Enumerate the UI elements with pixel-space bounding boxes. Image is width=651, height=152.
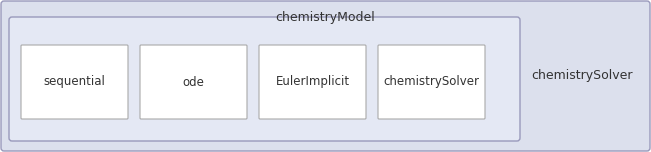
FancyBboxPatch shape [21,45,128,119]
FancyBboxPatch shape [9,17,520,141]
Text: chemistryModel: chemistryModel [275,10,375,24]
FancyBboxPatch shape [259,45,366,119]
Text: chemistrySolver: chemistrySolver [383,76,480,88]
FancyBboxPatch shape [378,45,485,119]
Text: EulerImplicit: EulerImplicit [275,76,350,88]
Text: chemistrySolver: chemistrySolver [531,69,633,83]
Text: ode: ode [182,76,204,88]
Text: sequential: sequential [44,76,105,88]
FancyBboxPatch shape [140,45,247,119]
